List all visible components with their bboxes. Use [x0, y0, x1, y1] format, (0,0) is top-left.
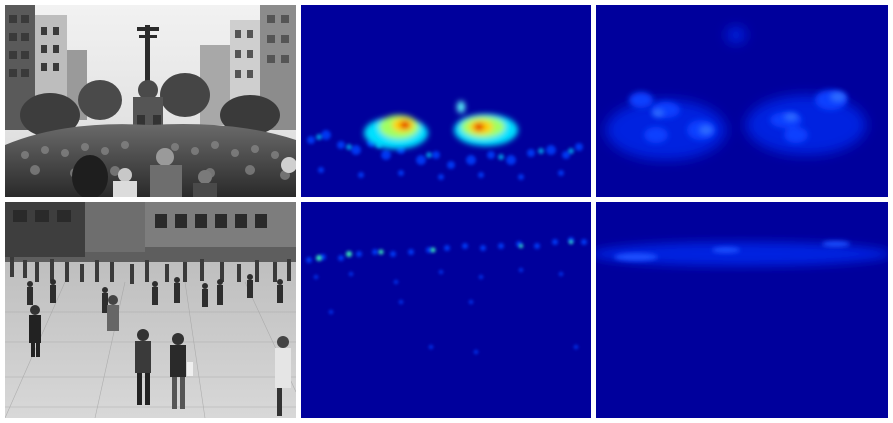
density-map-smooth-top [596, 5, 888, 197]
crowd-photo-top [5, 5, 296, 197]
plaza-photo-bottom [5, 202, 296, 418]
density-map-smooth-bottom [596, 202, 888, 418]
density-map-sharp-bottom [301, 202, 591, 418]
density-map-sharp-top [301, 5, 591, 197]
